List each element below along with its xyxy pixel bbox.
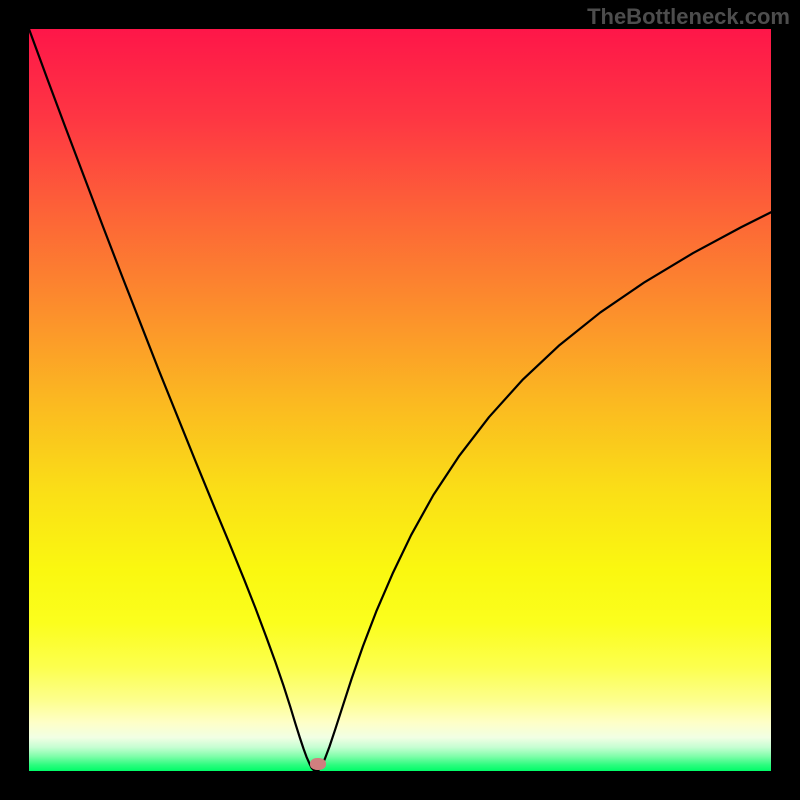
plot-area [29, 29, 771, 771]
optimum-marker [310, 758, 326, 770]
chart-svg [29, 29, 771, 771]
watermark-text: TheBottleneck.com [587, 4, 790, 30]
gradient-background [29, 29, 771, 771]
